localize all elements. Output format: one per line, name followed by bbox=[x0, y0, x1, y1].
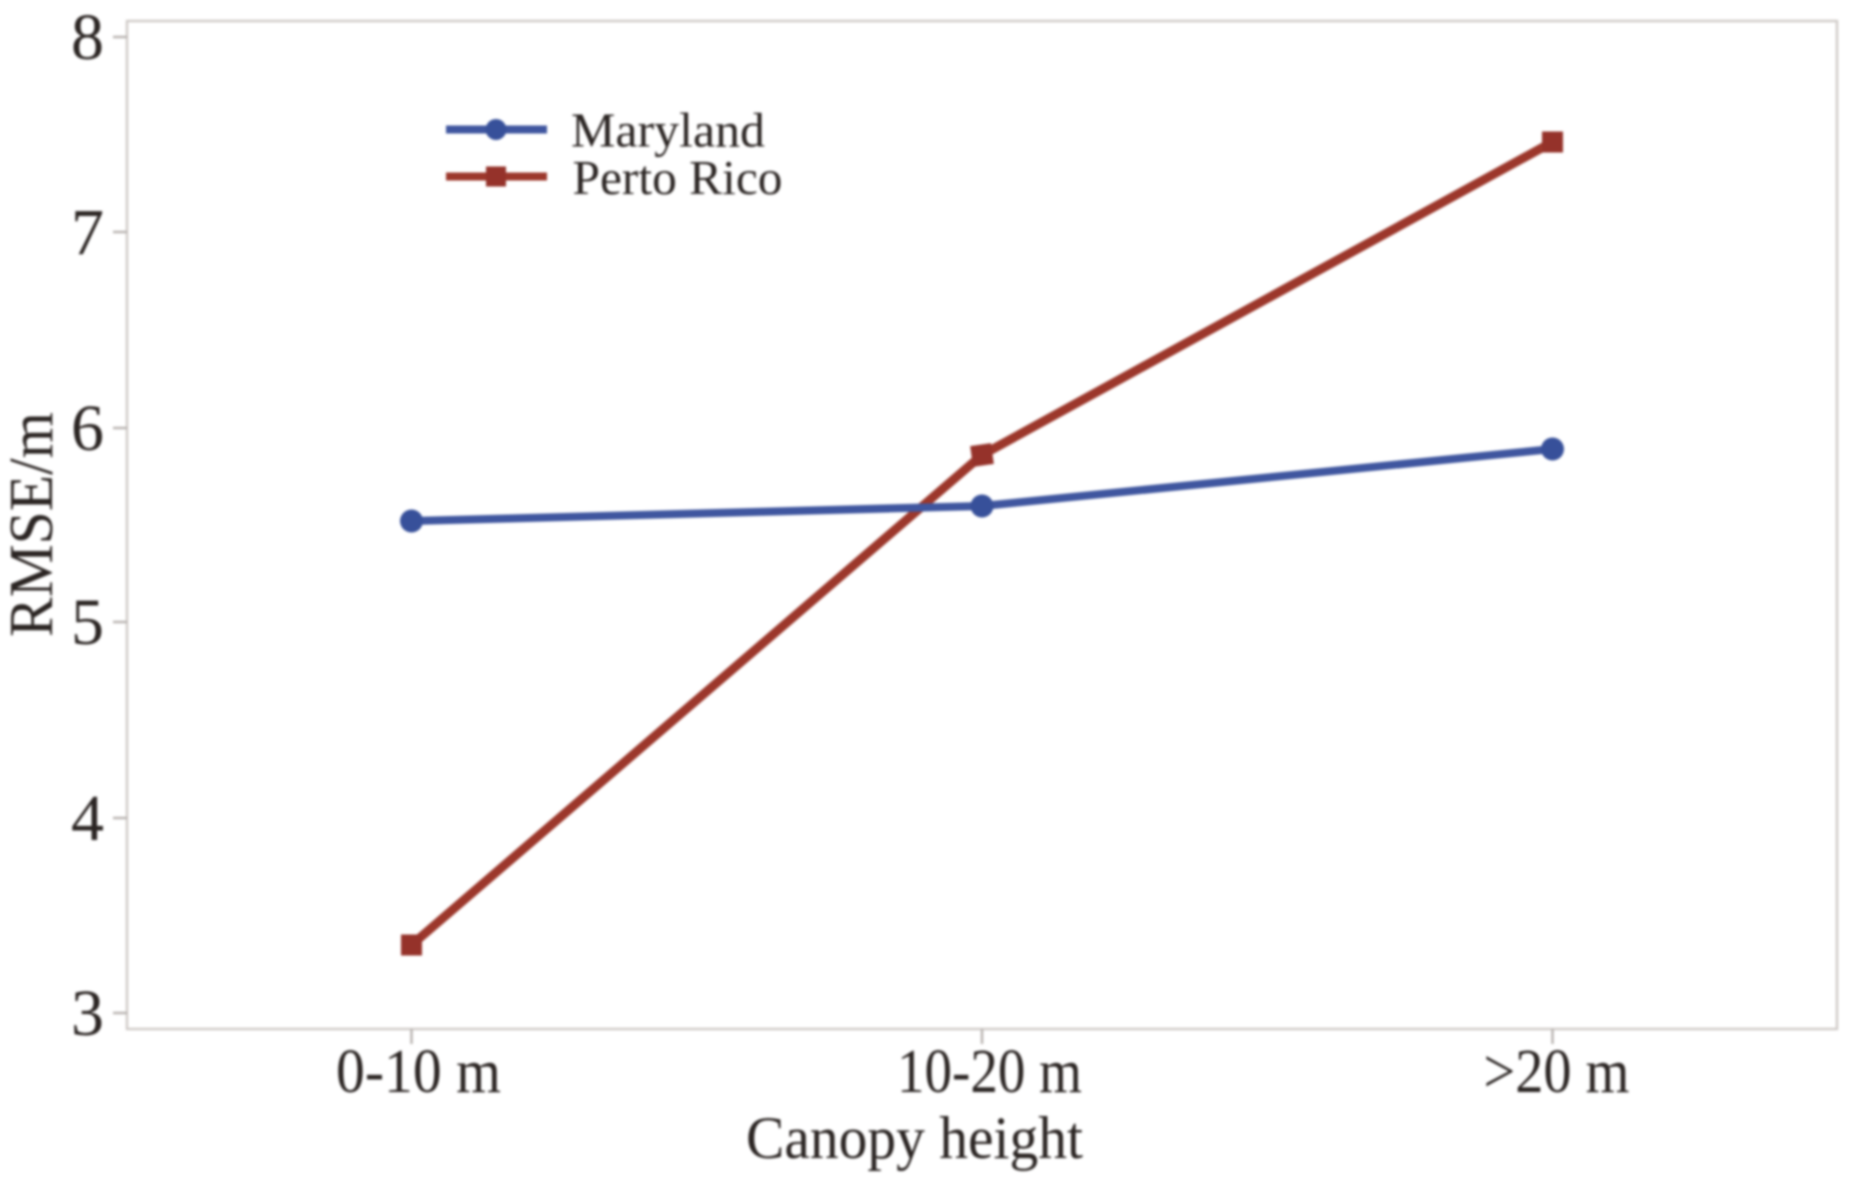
svg-text:0-10 m: 0-10 m bbox=[336, 1038, 501, 1106]
svg-text:8: 8 bbox=[71, 1, 104, 74]
svg-text:6: 6 bbox=[71, 392, 104, 465]
svg-text:RMSE/m: RMSE/m bbox=[0, 412, 66, 637]
svg-text:Perto Rico: Perto Rico bbox=[573, 150, 783, 205]
svg-text:5: 5 bbox=[71, 586, 104, 659]
svg-text:3: 3 bbox=[71, 977, 104, 1050]
svg-text:4: 4 bbox=[71, 782, 104, 855]
svg-text:Canopy height: Canopy height bbox=[746, 1105, 1083, 1171]
svg-text:Maryland: Maryland bbox=[571, 103, 765, 158]
svg-text:>20 m: >20 m bbox=[1484, 1038, 1630, 1106]
svg-text:10-20 m: 10-20 m bbox=[897, 1038, 1082, 1106]
svg-text:7: 7 bbox=[71, 196, 104, 269]
